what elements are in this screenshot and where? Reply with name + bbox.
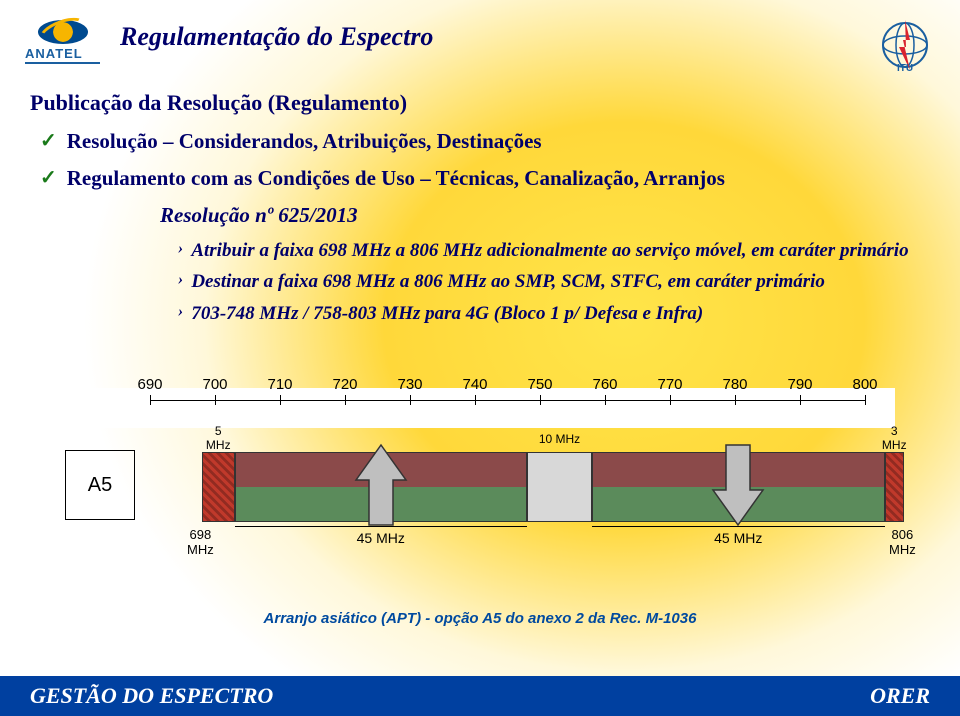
ruler-tick xyxy=(800,395,801,405)
footer-left: GESTÃO DO ESPECTRO xyxy=(30,683,273,709)
bullet-text: Regulamento com as Condições de Uso – Té… xyxy=(67,165,725,192)
svg-text:ITU: ITU xyxy=(897,63,913,74)
ruler-tick xyxy=(605,395,606,405)
subtitle: Publicação da Resolução (Regulamento) xyxy=(30,90,930,116)
guard-3-label: 3 MHz xyxy=(882,424,907,452)
ruler-tick xyxy=(215,395,216,405)
bullet-text: Resolução – Considerandos, Atribuições, … xyxy=(67,128,542,155)
edge-right-label: 806MHz xyxy=(889,528,916,558)
bullet-item: ✓ Resolução – Considerandos, Atribuições… xyxy=(40,128,930,155)
ruler-tick-label: 700 xyxy=(202,376,227,393)
sub-bullet: › Destinar a faixa 698 MHz a 806 MHz ao … xyxy=(178,269,930,295)
gap-label: 10 MHz xyxy=(539,432,580,446)
ruler-tick-label: 800 xyxy=(852,376,877,393)
chevron-icon: › xyxy=(178,238,183,260)
ruler-tick xyxy=(475,395,476,405)
resolution-title: Resolução nº 625/2013 xyxy=(160,203,930,228)
ruler-tick xyxy=(150,395,151,405)
ruler-tick-label: 690 xyxy=(137,376,162,393)
check-icon: ✓ xyxy=(40,165,57,191)
check-icon: ✓ xyxy=(40,128,57,154)
bullet-item: ✓ Regulamento com as Condições de Uso – … xyxy=(40,165,930,192)
bands-area: 5 MHz10 MHz3 MHz45 MHz45 MHz698MHz806MHz xyxy=(150,430,865,570)
ruler-tick-label: 760 xyxy=(592,376,617,393)
ruler-tick xyxy=(735,395,736,405)
brace-line xyxy=(592,526,885,527)
itu-logo: ITU xyxy=(875,15,935,75)
anatel-logo: ANATEL xyxy=(25,20,100,64)
guard-band-3 xyxy=(885,452,905,522)
chevron-icon: › xyxy=(178,301,183,323)
ruler-tick xyxy=(345,395,346,405)
guard-5-label: 5 MHz xyxy=(206,424,231,452)
ruler-tick xyxy=(540,395,541,405)
a5-box: A5 xyxy=(65,450,135,520)
uplink-arrow-icon xyxy=(351,440,411,530)
sub-bullet-text: Atribuir a faixa 698 MHz a 806 MHz adici… xyxy=(191,238,908,264)
ruler-tick xyxy=(865,395,866,405)
ruler-tick-label: 720 xyxy=(332,376,357,393)
chevron-icon: › xyxy=(178,269,183,291)
slide-title: Regulamentação do Espectro xyxy=(120,22,433,52)
guard-band-5 xyxy=(202,452,235,522)
footer: GESTÃO DO ESPECTRO ORER xyxy=(0,676,960,716)
ruler-tick-label: 740 xyxy=(462,376,487,393)
edge-left-label: 698MHz xyxy=(187,528,214,558)
diagram-caption: Arranjo asiático (APT) - opção A5 do ane… xyxy=(0,610,960,627)
footer-right: ORER xyxy=(870,683,930,709)
ruler-tick xyxy=(280,395,281,405)
downlink-arrow-icon xyxy=(708,440,768,530)
ruler-tick-label: 780 xyxy=(722,376,747,393)
ruler-tick xyxy=(410,395,411,405)
sub-bullet: › 703-748 MHz / 758-803 MHz para 4G (Blo… xyxy=(178,301,930,327)
ruler-tick-label: 710 xyxy=(267,376,292,393)
slide-title-wrap: Regulamentação do Espectro xyxy=(120,22,433,52)
anatel-logo-text: ANATEL xyxy=(25,46,100,64)
downlink-width-label: 45 MHz xyxy=(592,530,885,546)
sub-bullet-text: Destinar a faixa 698 MHz a 806 MHz ao SM… xyxy=(191,269,825,295)
ruler-tick xyxy=(670,395,671,405)
ruler-tick-label: 730 xyxy=(397,376,422,393)
frequency-ruler: 690700710720730740750760770780790800 xyxy=(150,388,865,428)
ruler-tick-label: 790 xyxy=(787,376,812,393)
brace-line xyxy=(235,526,528,527)
sub-bullet: › Atribuir a faixa 698 MHz a 806 MHz adi… xyxy=(178,238,930,264)
sub-bullet-text: 703-748 MHz / 758-803 MHz para 4G (Bloco… xyxy=(191,301,703,327)
ruler-tick-label: 750 xyxy=(527,376,552,393)
center-gap xyxy=(527,452,592,522)
ruler-line xyxy=(150,400,865,401)
ruler-tick-label: 770 xyxy=(657,376,682,393)
uplink-width-label: 45 MHz xyxy=(235,530,528,546)
spectrum-diagram: 690700710720730740750760770780790800 A5 … xyxy=(65,388,895,428)
